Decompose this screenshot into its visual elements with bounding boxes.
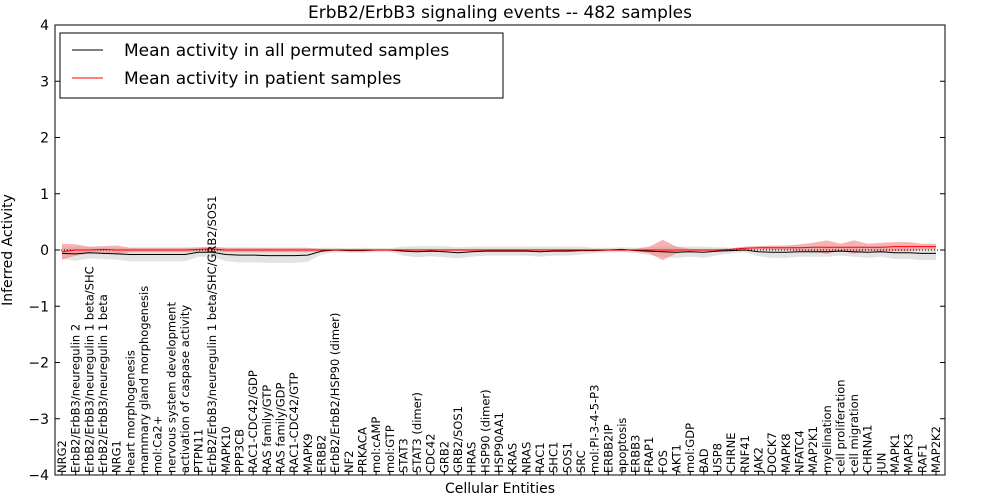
x-tick-label: ERBB2 bbox=[315, 435, 329, 473]
x-tick-label: MAPK9 bbox=[301, 433, 315, 473]
y-axis-ticks: −4 −3 −2 −1 0 1 2 3 4 bbox=[28, 18, 945, 484]
x-tick-label: ErbB2/ErbB3/neuregulin 1 beta bbox=[96, 294, 110, 473]
x-tick-label: MAPK8 bbox=[779, 433, 793, 473]
x-tick-label: BAD bbox=[697, 448, 711, 473]
x-tick-label: NRAS bbox=[519, 442, 533, 473]
x-tick-label: KRAS bbox=[506, 443, 520, 473]
x-tick-label: MAPK3 bbox=[902, 433, 916, 473]
x-tick-label: SHC1 bbox=[547, 442, 561, 473]
x-tick-label: heart morphogenesis bbox=[123, 350, 137, 473]
x-tick-label: HSP90 (dimer) bbox=[478, 389, 492, 473]
y-tick-label: 0 bbox=[40, 243, 49, 259]
series-lines bbox=[61, 246, 936, 257]
plot-area bbox=[55, 239, 945, 263]
x-tick-label: RAC1-CDC42/GTP bbox=[287, 372, 301, 473]
x-tick-label: mol:cAMP bbox=[369, 417, 383, 473]
y-axis-label: Inferred Activity bbox=[0, 194, 16, 306]
x-tick-label: PRKACA bbox=[355, 427, 369, 473]
x-tick-label: RNF41 bbox=[738, 435, 752, 473]
x-tick-label: ERBB3 bbox=[629, 435, 643, 473]
x-tick-label: ErbB2/ErbB2/HSP90 (dimer) bbox=[328, 313, 342, 473]
series-line-1 bbox=[61, 246, 936, 253]
x-tick-label: CHRNE bbox=[724, 432, 738, 473]
x-tick-label: cell proliferation bbox=[833, 379, 847, 473]
x-tick-label: nervous system development bbox=[164, 302, 178, 473]
y-tick-label: −4 bbox=[28, 468, 49, 484]
x-tick-label: SRC bbox=[574, 450, 588, 473]
x-tick-label: mol:GDP bbox=[683, 423, 697, 473]
x-tick-label: MAP2K1 bbox=[806, 426, 820, 473]
x-tick-label: CHRNA1 bbox=[861, 425, 875, 473]
x-tick-label: NF2 bbox=[342, 450, 356, 473]
x-tick-label: PTPN11 bbox=[192, 429, 206, 473]
x-tick-label: HRAS bbox=[465, 442, 479, 473]
x-tick-label: PPP3CB bbox=[233, 429, 247, 473]
x-tick-label: RAS family/GTP bbox=[260, 385, 274, 473]
legend-label-patient: Mean activity in patient samples bbox=[124, 69, 401, 89]
chart-title: ErbB2/ErbB3 signaling events -- 482 samp… bbox=[308, 3, 692, 23]
y-tick-label: 2 bbox=[40, 131, 49, 147]
y-tick-label: 1 bbox=[40, 187, 49, 203]
x-tick-label: cell migration bbox=[847, 394, 861, 473]
x-tick-label: activation of caspase activity bbox=[178, 305, 192, 473]
x-tick-label: ERBB2IP bbox=[601, 424, 615, 473]
x-tick-label: SOS1 bbox=[560, 442, 574, 473]
x-tick-label: NRG2 bbox=[55, 440, 69, 473]
x-tick-label: NFATC4 bbox=[792, 430, 806, 473]
x-tick-label: mol:GTP bbox=[383, 425, 397, 473]
x-tick-label: AKT1 bbox=[670, 444, 684, 473]
x-tick-label: RAC1 bbox=[533, 442, 547, 473]
y-tick-label: 3 bbox=[40, 74, 49, 90]
y-tick-label: 4 bbox=[40, 18, 49, 34]
x-tick-label: STAT3 (dimer) bbox=[410, 392, 424, 473]
x-tick-label: HSP90AA1 bbox=[492, 412, 506, 473]
x-tick-label: STAT3 bbox=[396, 438, 410, 473]
y-tick-label: −3 bbox=[28, 412, 49, 428]
x-tick-label: FRAP1 bbox=[642, 437, 656, 473]
x-tick-label: mol:Ca2+ bbox=[151, 416, 165, 473]
x-tick-label: CDC42 bbox=[424, 433, 438, 473]
x-tick-label: apoptosis bbox=[615, 418, 629, 473]
x-tick-label: mol:PI-3-4-5-P3 bbox=[588, 385, 602, 473]
x-tick-label: JAK2 bbox=[752, 447, 766, 474]
x-axis-label: Cellular Entities bbox=[445, 481, 555, 497]
x-tick-label: myelination bbox=[820, 405, 834, 473]
x-tick-label: RAS family/GDP bbox=[274, 383, 288, 473]
x-tick-label: ErbB2/ErbB3/neuregulin 1 beta/SHC/GRB2/S… bbox=[205, 196, 219, 473]
x-tick-label: USP8 bbox=[711, 443, 725, 473]
legend-box bbox=[59, 32, 504, 99]
x-axis-ticks: NRG2 ErbB2/ErbB3/neuregulin 2 ErbB2/ErbB3/… bbox=[55, 196, 943, 475]
x-tick-label: GRB2/SOS1 bbox=[451, 406, 465, 473]
y-tick-label: −1 bbox=[28, 299, 49, 315]
x-tick-label: JUN bbox=[874, 453, 888, 474]
legend-label-permuted: Mean activity in all permuted samples bbox=[124, 41, 449, 61]
x-tick-label: GRB2 bbox=[437, 441, 451, 473]
x-tick-label: ErbB2/ErbB3/neuregulin 1 beta/SHC bbox=[82, 266, 96, 473]
series-line-0 bbox=[61, 248, 936, 257]
x-tick-label: DOCK7 bbox=[765, 432, 779, 473]
x-tick-label: ErbB2/ErbB3/neuregulin 2 bbox=[69, 324, 83, 473]
y-tick-label: −2 bbox=[28, 356, 49, 372]
x-tick-label: MAPK1 bbox=[888, 433, 902, 473]
x-tick-label: NRG1 bbox=[110, 440, 124, 473]
x-tick-label: MAP2K2 bbox=[929, 426, 943, 473]
x-tick-label: MAPK10 bbox=[219, 426, 233, 473]
x-tick-label: RAF1 bbox=[915, 444, 929, 473]
x-tick-label: mammary gland morphogenesis bbox=[137, 286, 151, 473]
x-tick-label: FOS bbox=[656, 450, 670, 473]
legend: Mean activity in all permuted samples Me… bbox=[59, 32, 504, 99]
x-tick-label: RAC1-CDC42/GDP bbox=[246, 370, 260, 473]
